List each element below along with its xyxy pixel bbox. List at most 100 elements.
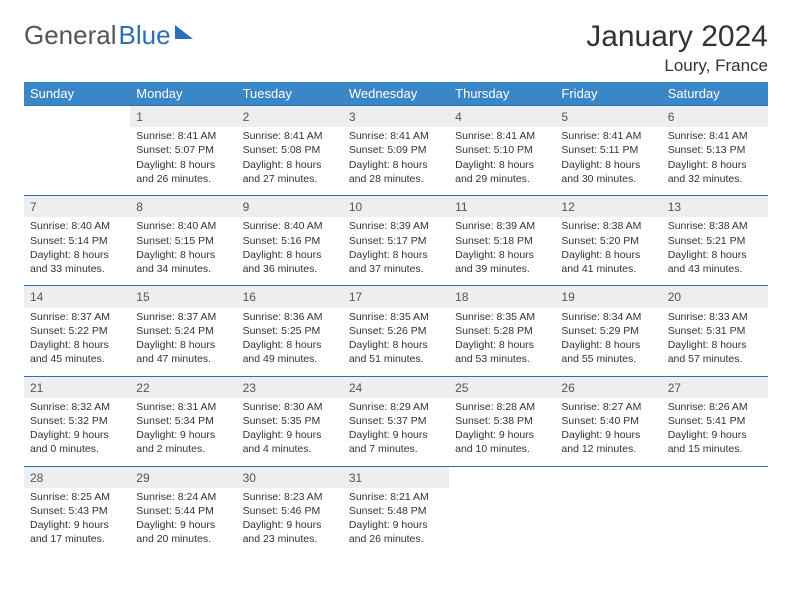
month-title: January 2024 [586, 20, 768, 54]
daylight-text: Daylight: 9 hours [668, 428, 762, 442]
daylight-text: Daylight: 8 hours [561, 338, 655, 352]
day-number-row: 123456 [24, 106, 768, 128]
daylight-text-2: and 17 minutes. [30, 532, 124, 546]
day-cell: Sunrise: 8:40 AMSunset: 5:15 PMDaylight:… [130, 217, 236, 286]
day-number: 1 [130, 106, 236, 128]
weekday-header: Thursday [449, 82, 555, 106]
sunrise-text: Sunrise: 8:27 AM [561, 400, 655, 414]
sunset-text: Sunset: 5:38 PM [455, 414, 549, 428]
daylight-text-2: and 23 minutes. [243, 532, 337, 546]
sunrise-text: Sunrise: 8:25 AM [30, 490, 124, 504]
day-cell [24, 127, 130, 196]
daylight-text: Daylight: 9 hours [561, 428, 655, 442]
day-number: 27 [662, 376, 768, 398]
daylight-text-2: and 4 minutes. [243, 442, 337, 456]
daylight-text: Daylight: 9 hours [349, 518, 443, 532]
logo: GeneralBlue [24, 20, 193, 51]
daylight-text: Daylight: 9 hours [243, 518, 337, 532]
day-number: 6 [662, 106, 768, 128]
day-cell: Sunrise: 8:27 AMSunset: 5:40 PMDaylight:… [555, 398, 661, 467]
day-number [449, 466, 555, 488]
day-number-row: 14151617181920 [24, 286, 768, 308]
sunrise-text: Sunrise: 8:41 AM [243, 129, 337, 143]
daylight-text: Daylight: 8 hours [136, 248, 230, 262]
daylight-text-2: and 26 minutes. [136, 172, 230, 186]
daylight-text-2: and 0 minutes. [30, 442, 124, 456]
daylight-text-2: and 15 minutes. [668, 442, 762, 456]
day-cell: Sunrise: 8:26 AMSunset: 5:41 PMDaylight:… [662, 398, 768, 467]
day-cell: Sunrise: 8:40 AMSunset: 5:16 PMDaylight:… [237, 217, 343, 286]
day-cell: Sunrise: 8:23 AMSunset: 5:46 PMDaylight:… [237, 488, 343, 556]
day-number: 14 [24, 286, 130, 308]
daylight-text-2: and 49 minutes. [243, 352, 337, 366]
day-cell: Sunrise: 8:41 AMSunset: 5:09 PMDaylight:… [343, 127, 449, 196]
daylight-text-2: and 39 minutes. [455, 262, 549, 276]
day-number: 5 [555, 106, 661, 128]
daylight-text-2: and 51 minutes. [349, 352, 443, 366]
sunrise-text: Sunrise: 8:38 AM [561, 219, 655, 233]
weekday-header: Wednesday [343, 82, 449, 106]
day-cell: Sunrise: 8:33 AMSunset: 5:31 PMDaylight:… [662, 308, 768, 377]
daylight-text-2: and 29 minutes. [455, 172, 549, 186]
sunset-text: Sunset: 5:11 PM [561, 143, 655, 157]
day-number: 30 [237, 466, 343, 488]
daylight-text: Daylight: 9 hours [455, 428, 549, 442]
sunrise-text: Sunrise: 8:23 AM [243, 490, 337, 504]
daylight-text: Daylight: 9 hours [30, 428, 124, 442]
sunset-text: Sunset: 5:32 PM [30, 414, 124, 428]
daylight-text-2: and 32 minutes. [668, 172, 762, 186]
daylight-text-2: and 43 minutes. [668, 262, 762, 276]
weekday-header: Sunday [24, 82, 130, 106]
sunset-text: Sunset: 5:46 PM [243, 504, 337, 518]
daylight-text: Daylight: 8 hours [30, 248, 124, 262]
day-number: 7 [24, 196, 130, 218]
day-number: 26 [555, 376, 661, 398]
sunrise-text: Sunrise: 8:38 AM [668, 219, 762, 233]
logo-text-1: General [24, 20, 117, 51]
day-number: 31 [343, 466, 449, 488]
sunrise-text: Sunrise: 8:41 AM [136, 129, 230, 143]
day-cell: Sunrise: 8:40 AMSunset: 5:14 PMDaylight:… [24, 217, 130, 286]
sunset-text: Sunset: 5:08 PM [243, 143, 337, 157]
day-content-row: Sunrise: 8:32 AMSunset: 5:32 PMDaylight:… [24, 398, 768, 467]
day-number: 2 [237, 106, 343, 128]
sunset-text: Sunset: 5:44 PM [136, 504, 230, 518]
day-number: 15 [130, 286, 236, 308]
day-cell: Sunrise: 8:35 AMSunset: 5:28 PMDaylight:… [449, 308, 555, 377]
daylight-text: Daylight: 8 hours [455, 338, 549, 352]
sunset-text: Sunset: 5:31 PM [668, 324, 762, 338]
day-cell: Sunrise: 8:32 AMSunset: 5:32 PMDaylight:… [24, 398, 130, 467]
daylight-text: Daylight: 8 hours [243, 338, 337, 352]
sunrise-text: Sunrise: 8:32 AM [30, 400, 124, 414]
daylight-text: Daylight: 8 hours [349, 248, 443, 262]
sunrise-text: Sunrise: 8:40 AM [30, 219, 124, 233]
daylight-text: Daylight: 9 hours [30, 518, 124, 532]
day-number: 17 [343, 286, 449, 308]
daylight-text-2: and 27 minutes. [243, 172, 337, 186]
day-number: 10 [343, 196, 449, 218]
sunset-text: Sunset: 5:24 PM [136, 324, 230, 338]
sunrise-text: Sunrise: 8:21 AM [349, 490, 443, 504]
sunrise-text: Sunrise: 8:24 AM [136, 490, 230, 504]
day-cell: Sunrise: 8:41 AMSunset: 5:13 PMDaylight:… [662, 127, 768, 196]
sunrise-text: Sunrise: 8:35 AM [455, 310, 549, 324]
daylight-text-2: and 33 minutes. [30, 262, 124, 276]
calendar-table: Sunday Monday Tuesday Wednesday Thursday… [24, 82, 768, 556]
daylight-text-2: and 10 minutes. [455, 442, 549, 456]
location: Loury, France [586, 56, 768, 76]
day-cell: Sunrise: 8:41 AMSunset: 5:11 PMDaylight:… [555, 127, 661, 196]
sunset-text: Sunset: 5:14 PM [30, 234, 124, 248]
sunset-text: Sunset: 5:07 PM [136, 143, 230, 157]
sunrise-text: Sunrise: 8:41 AM [668, 129, 762, 143]
daylight-text: Daylight: 9 hours [243, 428, 337, 442]
day-number: 16 [237, 286, 343, 308]
sunrise-text: Sunrise: 8:41 AM [349, 129, 443, 143]
day-cell: Sunrise: 8:41 AMSunset: 5:10 PMDaylight:… [449, 127, 555, 196]
daylight-text-2: and 26 minutes. [349, 532, 443, 546]
day-number: 11 [449, 196, 555, 218]
daylight-text-2: and 45 minutes. [30, 352, 124, 366]
logo-text-2: Blue [119, 20, 171, 51]
day-number: 9 [237, 196, 343, 218]
day-cell: Sunrise: 8:38 AMSunset: 5:21 PMDaylight:… [662, 217, 768, 286]
sunset-text: Sunset: 5:13 PM [668, 143, 762, 157]
